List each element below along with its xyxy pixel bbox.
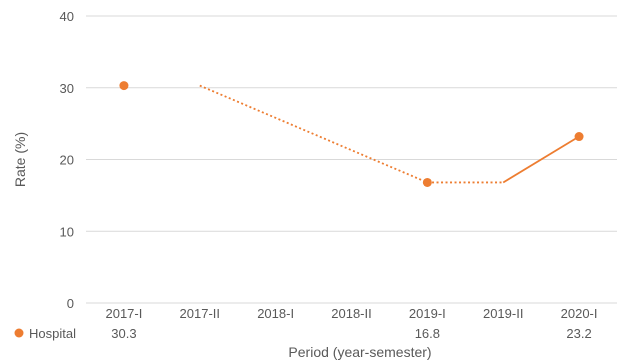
y-tick-label-0: 0 <box>67 296 74 311</box>
data-point-2017-I <box>119 81 129 91</box>
series-line-hospital-dotted <box>199 84 504 184</box>
y-tick-label-20: 20 <box>60 153 74 168</box>
x-tick-label-2020-I: 2020-I <box>561 306 598 321</box>
data-points <box>119 81 584 187</box>
data-point-2020-I <box>574 132 584 142</box>
gridlines <box>86 15 617 232</box>
y-tick-label-30: 30 <box>60 81 74 96</box>
legend-marker-hospital <box>14 328 24 338</box>
x-tick-label-2018-I: 2018-I <box>257 306 294 321</box>
x-tick-label-2017-I: 2017-I <box>105 306 142 321</box>
data-table-values: 30.3 16.8 23.2 <box>111 326 591 341</box>
x-tick-label-2017-II: 2017-II <box>180 306 220 321</box>
data-label-2020-I: 23.2 <box>566 326 591 341</box>
y-tick-label-10: 10 <box>60 224 74 239</box>
data-label-2017-I: 30.3 <box>111 326 136 341</box>
series-line-hospital-solid <box>502 135 580 184</box>
y-axis-title: Rate (%) <box>12 132 28 187</box>
y-axis-ticks: 0 10 20 30 40 <box>60 9 74 311</box>
x-tick-label-2019-II: 2019-II <box>483 306 523 321</box>
y-tick-label-40: 40 <box>60 9 74 24</box>
legend-label-hospital: Hospital <box>29 326 76 341</box>
data-label-2019-I: 16.8 <box>415 326 440 341</box>
data-table: Hospital <box>14 326 76 341</box>
series-lines <box>199 84 580 184</box>
x-axis-ticks: 2017-I 2017-II 2018-I 2018-II 2019-I 2019-II 2… <box>105 306 597 321</box>
x-axis-title: Period (year-semester) <box>288 344 431 360</box>
x-tick-label-2019-I: 2019-I <box>409 306 446 321</box>
data-point-2019-I <box>422 177 432 187</box>
x-tick-label-2018-II: 2018-II <box>331 306 371 321</box>
